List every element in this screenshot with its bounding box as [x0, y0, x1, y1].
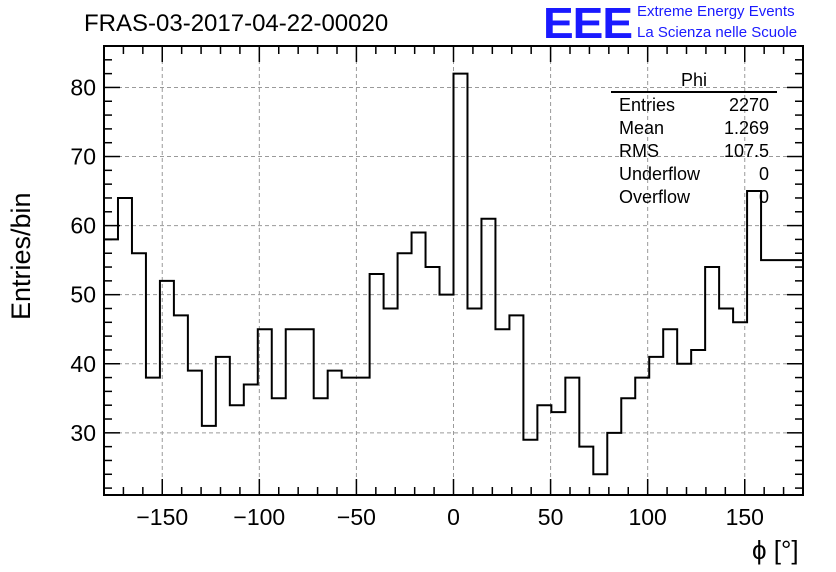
logo-text-line2: La Scienza nelle Scuole — [637, 24, 798, 41]
y-tick-label: 60 — [70, 213, 96, 239]
stats-label: RMS — [619, 141, 659, 161]
x-tick-label: −50 — [337, 504, 376, 530]
x-tick-label: −150 — [136, 504, 188, 530]
stats-box: Phi Entries 2270 Mean 1.269 RMS 107.5 Un… — [611, 70, 777, 209]
y-tick-labels: 30 40 50 60 70 80 — [70, 74, 96, 445]
stats-value: 107.5 — [723, 141, 769, 161]
x-tick-labels: −150 −100 −50 0 50 100 150 — [136, 504, 764, 530]
stats-title: Phi — [611, 70, 777, 93]
stats-row-overflow: Overflow 0 — [611, 186, 777, 209]
stats-row-entries: Entries 2270 — [611, 94, 777, 117]
x-tick-label: 50 — [538, 504, 564, 530]
y-tick-label: 30 — [70, 420, 96, 446]
y-tick-label: 40 — [70, 351, 96, 377]
y-tick-label: 50 — [70, 282, 96, 308]
stats-label: Overflow — [619, 187, 691, 207]
y-tick-label: 70 — [70, 144, 96, 170]
histogram-line — [104, 72, 803, 476]
plot-frame — [103, 45, 804, 496]
stats-label: Mean — [619, 118, 665, 138]
x-tick-label: 150 — [726, 504, 764, 530]
y-tick-label: 80 — [70, 74, 96, 100]
stats-label: Underflow — [619, 164, 701, 184]
x-tick-label: −100 — [233, 504, 285, 530]
stats-label: Entries — [619, 95, 676, 115]
logo-text-line1: Extreme Energy Events — [637, 3, 795, 20]
x-axis-label: ϕ [°] — [752, 535, 799, 565]
stats-value: 2270 — [728, 95, 769, 115]
stats-value: 0 — [758, 164, 769, 184]
stats-row-mean: Mean 1.269 — [611, 117, 777, 140]
stats-value: 1.269 — [723, 118, 769, 138]
x-tick-label: 100 — [628, 504, 666, 530]
stats-value: 0 — [758, 187, 769, 207]
y-axis-label: Entries/bin — [6, 192, 36, 320]
stats-row-rms: RMS 107.5 — [611, 140, 777, 163]
stats-row-underflow: Underflow 0 — [611, 163, 777, 186]
chart-title: FRAS-03-2017-04-22-00020 — [84, 10, 389, 37]
x-tick-label: 0 — [447, 504, 460, 530]
eee-logo: EEE — [543, 0, 633, 48]
